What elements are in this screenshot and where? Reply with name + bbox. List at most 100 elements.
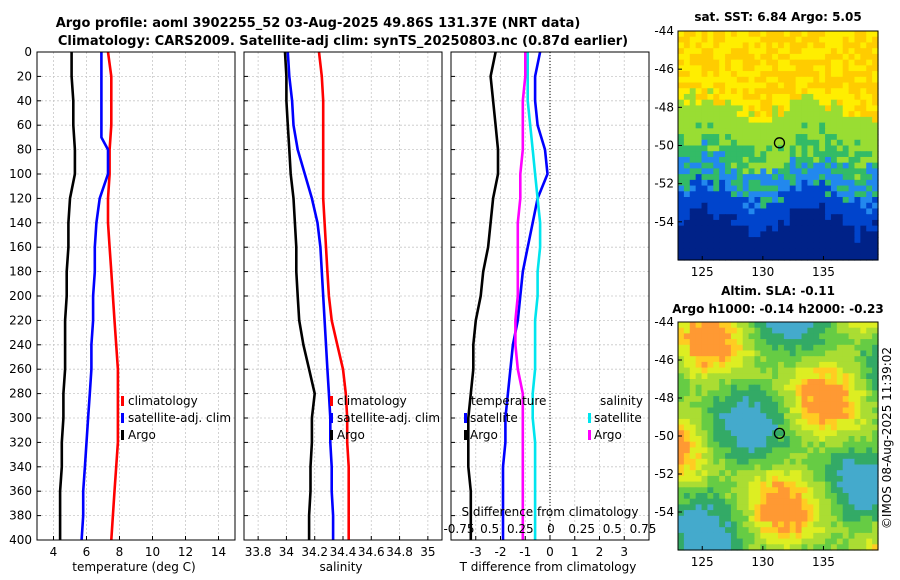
sla-cell (689, 510, 697, 517)
difference-series-t-argo (466, 51, 500, 540)
sst-cell (825, 202, 832, 210)
sst-cell (683, 174, 691, 181)
sst-cell (719, 174, 726, 181)
sst-cell (872, 59, 879, 66)
sla-cell (748, 396, 756, 403)
sla-cell (854, 447, 861, 454)
sst-cell (813, 93, 820, 101)
sla-cell (778, 356, 785, 363)
sla-cell (678, 424, 685, 431)
sst-cell (778, 111, 785, 118)
sla-cell (842, 339, 850, 346)
sst-cell (807, 116, 814, 124)
sla-cell (719, 430, 726, 437)
sla-cell (795, 504, 803, 511)
sst-cell (819, 237, 826, 244)
sla-cell (730, 498, 738, 505)
sst-cell (842, 53, 850, 61)
sst-cell (830, 59, 838, 66)
sst-cell (678, 237, 685, 244)
sla-cell (725, 430, 732, 437)
sla-cell (813, 453, 820, 460)
sst-cell (725, 208, 732, 215)
sst-cell (736, 134, 744, 141)
sst-cell (813, 168, 820, 175)
sla-cell (730, 424, 738, 431)
sla-cell (772, 498, 779, 505)
sst-cell (695, 139, 703, 147)
sla-cell (801, 538, 809, 545)
sla-cell (860, 493, 867, 500)
sla-cell (760, 424, 767, 431)
sst-cell (766, 111, 773, 118)
sla-cell (783, 441, 791, 448)
salinity-xtick-label: 34 (279, 545, 294, 559)
sla-cell (836, 527, 844, 534)
sst-cell (783, 139, 791, 147)
sla-cell (701, 379, 709, 386)
sst-cell (825, 237, 832, 244)
sst-cell (778, 48, 785, 55)
difference-s-tick-label: -0.75 (443, 522, 474, 536)
sla-cell (836, 493, 844, 500)
sla-cell (872, 504, 879, 511)
sla-cell (719, 424, 726, 431)
sla-cell (807, 481, 814, 488)
sst-cell (772, 116, 779, 124)
sst-cell (795, 179, 803, 187)
sla-cell (695, 401, 703, 409)
sla-cell (772, 515, 779, 523)
sst-cell (813, 99, 820, 107)
sla-cell (872, 475, 879, 483)
sla-cell (836, 475, 844, 483)
sst-cell (860, 145, 867, 152)
sst-cell (789, 231, 797, 238)
sla-cell (854, 339, 861, 346)
sst-cell (760, 48, 767, 55)
sst-cell (789, 237, 797, 244)
sla-cell (795, 350, 803, 357)
sla-cell (813, 447, 820, 454)
sla-cell (766, 504, 773, 511)
sst-cell (695, 219, 703, 227)
sla-cell (783, 367, 791, 374)
sst-cell (730, 248, 738, 255)
sla-cell (795, 521, 803, 528)
sla-cell (725, 527, 732, 534)
sst-cell (866, 36, 873, 44)
sla-cell (813, 430, 820, 437)
sla-cell (860, 350, 867, 357)
sla-cell (795, 322, 803, 329)
sst-cell (795, 65, 803, 72)
sst-cell (778, 134, 785, 141)
sla-cell (830, 458, 838, 466)
sla-cell (825, 538, 832, 545)
sst-cell (766, 197, 773, 204)
sla-cell (701, 333, 709, 340)
sst-cell (707, 179, 714, 187)
sla-cell (695, 333, 703, 340)
sst-cell (842, 202, 850, 210)
sst-cell (719, 242, 726, 250)
sst-cell (848, 122, 856, 129)
sla-cell (789, 481, 797, 488)
sla-cell (713, 527, 720, 534)
sla-cell (801, 396, 809, 403)
sst-cell (830, 31, 838, 38)
sst-cell (807, 42, 814, 49)
sst-cell (842, 168, 850, 175)
sst-cell (778, 88, 785, 95)
sst-cell (760, 93, 767, 101)
sla-cell (807, 544, 814, 551)
sla-cell (736, 407, 744, 414)
sst-cell (701, 168, 709, 175)
sla-cell (760, 361, 767, 369)
sla-cell (707, 487, 714, 494)
sst-cell (795, 208, 803, 215)
sla-cell (713, 515, 720, 523)
sla-cell (748, 390, 756, 397)
sst-cell (801, 145, 809, 152)
sst-cell (854, 105, 861, 112)
sst-cell (778, 191, 785, 198)
sst-cell (742, 134, 750, 141)
